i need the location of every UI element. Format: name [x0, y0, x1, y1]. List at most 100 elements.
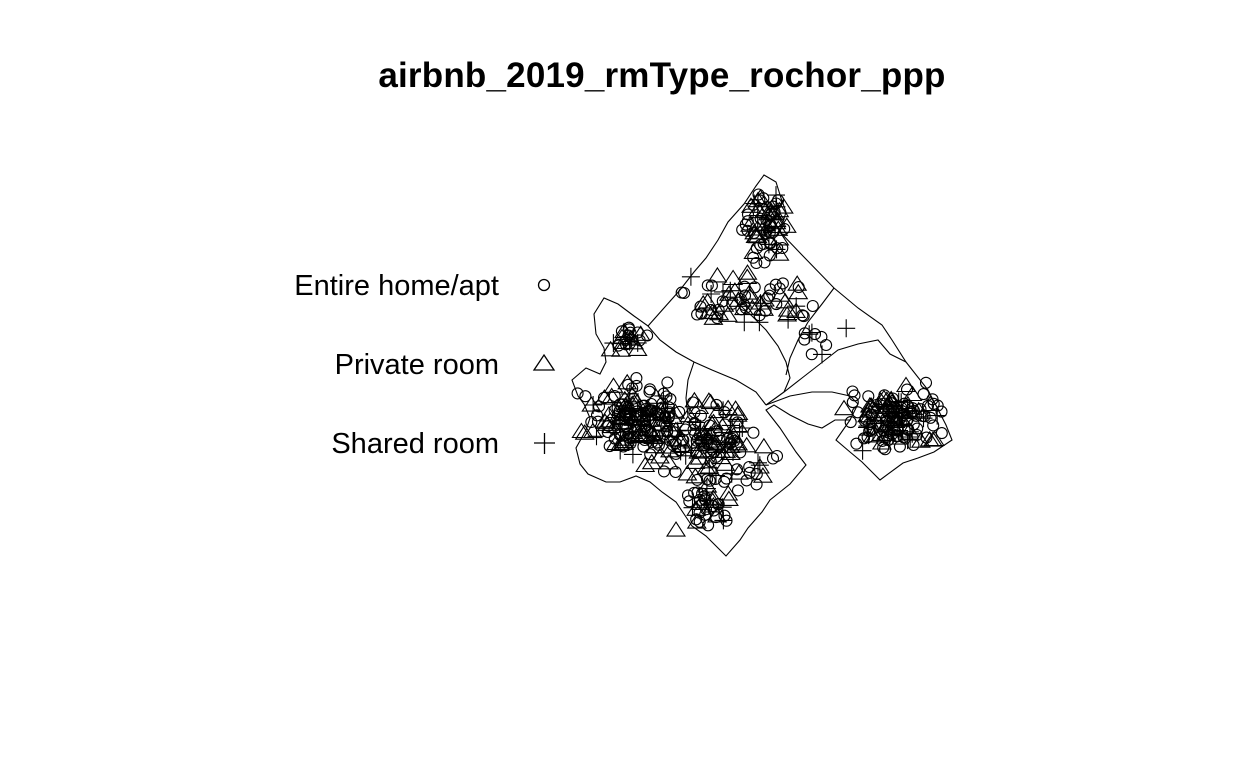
listing-marker-entire-home: [931, 399, 944, 412]
listing-marker-private-room: [723, 426, 744, 443]
listing-marker-private-room: [665, 521, 687, 537]
listing-marker-entire-home: [770, 449, 784, 463]
listing-marker-entire-home: [571, 387, 584, 400]
listing-marker-entire-home: [633, 334, 646, 347]
listing-marker-entire-home: [914, 403, 927, 416]
listing-marker-entire-home: [664, 393, 677, 406]
listing-marker-entire-home: [626, 382, 639, 395]
listing-marker-private-room: [833, 399, 855, 416]
listing-marker-entire-home: [806, 299, 819, 313]
listing-marker-entire-home: [743, 466, 756, 479]
listing-marker-entire-home: [741, 224, 754, 237]
listing-marker-entire-home: [927, 419, 940, 432]
listing-marker-entire-home: [754, 238, 767, 252]
listing-marker-entire-home: [630, 410, 643, 423]
listing-marker-private-room: [700, 393, 721, 410]
listing-marker-private-room: [753, 437, 774, 454]
listing-marker-private-room: [597, 415, 618, 431]
listing-marker-private-room: [884, 418, 905, 435]
listing-marker-private-room: [875, 416, 896, 433]
listing-marker-private-room: [693, 294, 714, 311]
listing-marker-private-room: [718, 490, 739, 506]
listing-marker-shared-room: [758, 221, 776, 240]
listing-marker-private-room: [714, 296, 735, 312]
listing-marker-entire-home: [608, 423, 621, 436]
listing-marker-private-room: [688, 443, 709, 459]
listing-marker-entire-home: [763, 289, 776, 302]
listing-marker-entire-home: [608, 404, 621, 417]
listing-marker-private-room: [665, 403, 686, 419]
listing-marker-private-room: [723, 269, 744, 286]
listing-marker-entire-home: [673, 405, 686, 418]
listing-marker-private-room: [699, 458, 720, 474]
listing-marker-private-room: [897, 395, 918, 412]
listing-marker-private-room: [718, 484, 739, 501]
listing-marker-shared-room: [853, 441, 872, 460]
listing-marker-shared-room: [714, 511, 733, 530]
listing-marker-entire-home: [850, 437, 863, 450]
listing-marker-shared-room: [813, 345, 831, 364]
legend-circle-icon: [537, 278, 551, 292]
listing-marker-private-room: [601, 417, 622, 434]
legend-label-entire-home: Entire home/apt: [294, 270, 499, 302]
listing-marker-private-room: [574, 424, 595, 440]
listing-marker-entire-home: [750, 468, 763, 481]
listing-marker-entire-home: [710, 398, 723, 411]
listing-marker-private-room: [887, 400, 908, 417]
listing-marker-entire-home: [879, 443, 892, 456]
listing-marker-entire-home: [792, 281, 805, 294]
listing-marker-entire-home: [724, 436, 737, 449]
listing-marker-private-room: [898, 402, 919, 419]
listing-marker-entire-home: [920, 431, 933, 444]
legend-triangle-icon: [532, 353, 556, 371]
listing-marker-private-room: [880, 391, 902, 407]
listing-marker-shared-room: [681, 267, 700, 286]
listing-marker-entire-home: [808, 328, 822, 341]
listing-marker-entire-home: [771, 242, 784, 255]
listing-marker-private-room: [603, 377, 624, 393]
listing-marker-private-room: [601, 387, 622, 404]
listing-marker-shared-room: [611, 414, 630, 433]
listing-marker-private-room: [788, 283, 809, 300]
listing-marker-private-room: [614, 430, 635, 446]
listing-marker-entire-home: [678, 286, 691, 300]
listing-marker-private-room: [895, 376, 917, 393]
listing-marker-entire-home: [718, 475, 731, 488]
listing-marker-entire-home: [731, 416, 744, 429]
listing-marker-entire-home: [844, 416, 857, 429]
listing-marker-entire-home: [644, 448, 657, 461]
listing-marker-private-room: [752, 467, 773, 483]
listing-marker-private-room: [718, 399, 739, 416]
listing-marker-entire-home: [660, 420, 673, 433]
legend-label-shared-room: Shared room: [331, 428, 499, 460]
listing-marker-entire-home: [738, 298, 751, 311]
listing-marker-private-room: [702, 492, 723, 508]
listing-marker-private-room: [786, 302, 807, 318]
listing-marker-entire-home: [688, 416, 701, 430]
listing-marker-entire-home: [754, 212, 767, 225]
listing-marker-entire-home: [750, 256, 763, 270]
listing-marker-entire-home: [766, 452, 780, 465]
listing-marker-shared-room: [735, 313, 754, 332]
listing-marker-private-room: [739, 287, 761, 304]
legend-plus-icon: [534, 433, 555, 454]
listing-marker-entire-home: [698, 493, 711, 506]
listing-marker-shared-room: [779, 310, 798, 329]
listing-marker-private-room: [635, 456, 656, 473]
listing-marker-private-room: [651, 402, 672, 418]
plot-title: airbnb_2019_rmType_rochor_ppp: [378, 56, 946, 95]
listing-marker-private-room: [707, 402, 728, 419]
listing-marker-entire-home: [862, 390, 875, 403]
listing-marker-entire-home: [718, 509, 731, 522]
listing-marker-private-room: [610, 434, 631, 451]
listing-marker-entire-home: [695, 307, 708, 320]
listing-marker-entire-home: [798, 327, 811, 340]
listing-marker-private-room: [746, 226, 767, 243]
listing-marker-private-room: [698, 392, 719, 408]
listing-marker-entire-home: [693, 506, 706, 519]
listing-marker-private-room: [677, 464, 698, 481]
listing-marker-entire-home: [669, 465, 682, 479]
listing-marker-entire-home: [603, 440, 616, 453]
listing-marker-private-room: [716, 442, 737, 458]
